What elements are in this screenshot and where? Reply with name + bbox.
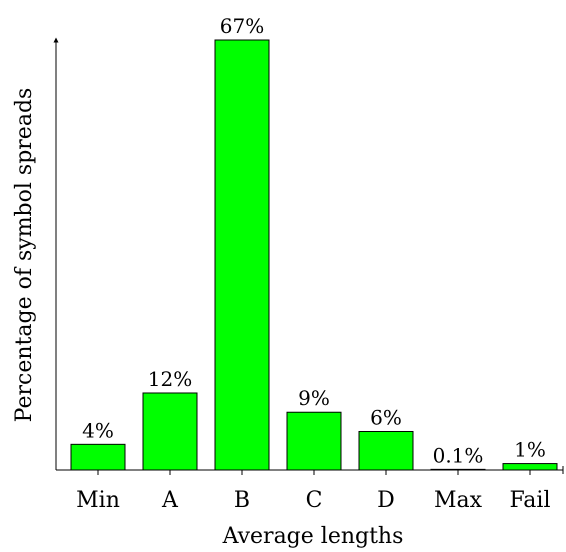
x-tick-series	[97, 466, 564, 475]
value-label-fail: 1%	[514, 438, 546, 462]
y-axis-label: Percentage of symbol spreads	[12, 88, 37, 423]
bar-a	[142, 392, 198, 471]
value-label-min: 4%	[82, 418, 114, 442]
x-tick-label-min: Min	[76, 488, 120, 513]
bar-b	[214, 39, 270, 471]
x-tick-label-c: C	[306, 488, 323, 513]
value-label-d: 6%	[370, 405, 402, 429]
bar-series	[70, 39, 558, 471]
plot-area: 4% 12% 67% 9% 6% 0.1% 1% Min A B C D Max Fail	[53, 14, 564, 513]
x-tick-label-fail: Fail	[510, 488, 551, 513]
value-label-c: 9%	[298, 386, 330, 410]
x-tick-label-a: A	[161, 488, 179, 513]
x-tick-label-max: Max	[434, 488, 483, 513]
value-label-b: 67%	[220, 14, 264, 38]
x-axis-label: Average lengths	[222, 524, 404, 549]
bar-d	[358, 430, 414, 471]
bar-max	[430, 468, 486, 471]
x-tick-label-d: D	[377, 488, 395, 513]
x-tick-label-series: Min A B C D Max Fail	[76, 488, 550, 513]
bar-c	[286, 411, 342, 471]
bar-fail	[502, 463, 558, 471]
value-label-series: 4% 12% 67% 9% 6% 0.1% 1%	[82, 14, 546, 467]
bar-min	[70, 443, 126, 471]
x-tick-label-b: B	[234, 488, 250, 513]
value-label-a: 12%	[148, 367, 192, 391]
value-label-max: 0.1%	[433, 443, 484, 467]
